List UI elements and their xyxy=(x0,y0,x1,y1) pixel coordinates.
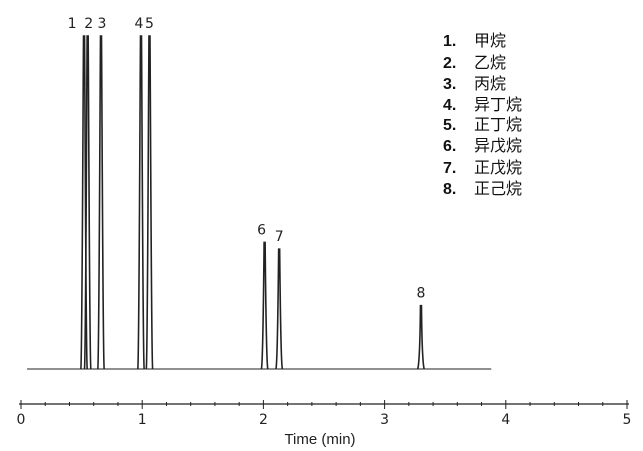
legend-number: 5. xyxy=(443,117,456,134)
legend-compound-name: 丙烷 xyxy=(474,74,506,93)
legend-compound-name: 异丁烷 xyxy=(474,95,522,114)
legend-number: 7. xyxy=(443,160,456,177)
peak-8 xyxy=(416,304,425,370)
peak-label-7: 7 xyxy=(275,229,284,245)
legend-number: 2. xyxy=(443,55,456,72)
peak-label-5: 5 xyxy=(145,16,154,32)
peak-2 xyxy=(83,35,92,370)
peak-3 xyxy=(96,35,105,370)
legend-compound-name: 正己烷 xyxy=(474,179,522,198)
peak-label-2: 2 xyxy=(84,16,93,32)
legend-number: 4. xyxy=(443,97,456,114)
x-tick-label: 5 xyxy=(623,412,632,428)
x-tick-label: 2 xyxy=(259,412,268,428)
peak-label-1: 1 xyxy=(68,16,77,32)
x-axis: 0 1 2 3 4 5 xyxy=(17,400,632,428)
peak-label-6: 6 xyxy=(257,222,266,238)
legend-compound-name: 正丁烷 xyxy=(474,115,522,134)
legend-compound-name: 正戊烷 xyxy=(474,158,522,177)
legend-number: 3. xyxy=(443,76,456,93)
peak-label-3: 3 xyxy=(98,16,107,32)
legend: 1. 甲烷 2. 乙烷 3. 丙烷 4. 异丁烷 5. 正丁烷 6. 异戊烷 7. 正戊烷 8. 正己烷 xyxy=(443,31,522,198)
x-tick-label: 3 xyxy=(380,412,389,428)
peak-4 xyxy=(136,35,145,370)
peak-7 xyxy=(275,248,284,370)
legend-compound-name: 乙烷 xyxy=(474,53,506,72)
x-tick-label: 4 xyxy=(501,412,510,428)
peak-label-4: 4 xyxy=(135,16,144,32)
peak-6 xyxy=(260,241,269,370)
legend-compound-name: 异戊烷 xyxy=(474,136,522,155)
x-tick-label: 1 xyxy=(138,412,147,428)
legend-number: 6. xyxy=(443,138,456,155)
chromatogram-trace: 1 2 3 4 5 6 7 8 xyxy=(27,16,492,370)
legend-compound-name: 甲烷 xyxy=(474,31,506,50)
legend-number: 8. xyxy=(443,181,456,198)
x-tick-label: 0 xyxy=(17,412,26,428)
peak-5 xyxy=(145,35,154,370)
x-axis-title: Time (min) xyxy=(284,431,355,448)
peak-label-8: 8 xyxy=(416,286,425,302)
legend-number: 1. xyxy=(443,33,456,50)
